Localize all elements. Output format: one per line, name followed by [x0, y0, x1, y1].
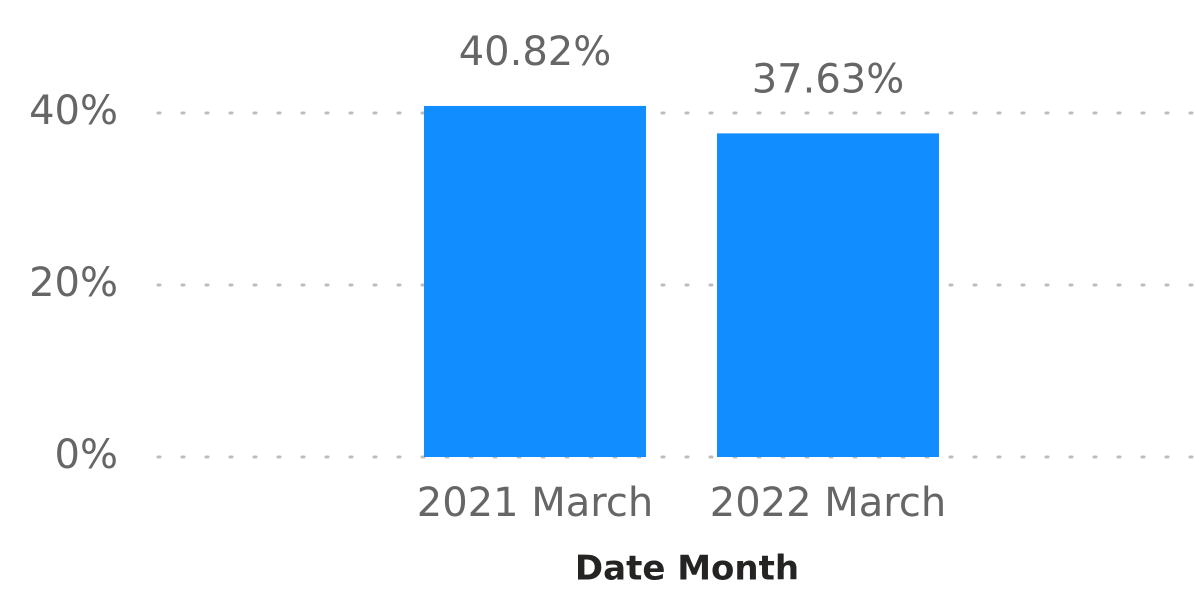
- y-tick-label: 20%: [29, 260, 118, 306]
- bar: [424, 105, 646, 457]
- x-tick-label: 2021 March: [417, 480, 653, 526]
- data-label: 40.82%: [459, 29, 612, 75]
- data-label: 37.63%: [752, 56, 905, 102]
- x-axis-label: Date Month: [575, 549, 799, 589]
- y-tick-label: 0%: [55, 432, 118, 478]
- bar: [717, 133, 939, 457]
- x-tick-label: 2022 March: [710, 480, 946, 526]
- y-tick-label: 40%: [29, 88, 118, 134]
